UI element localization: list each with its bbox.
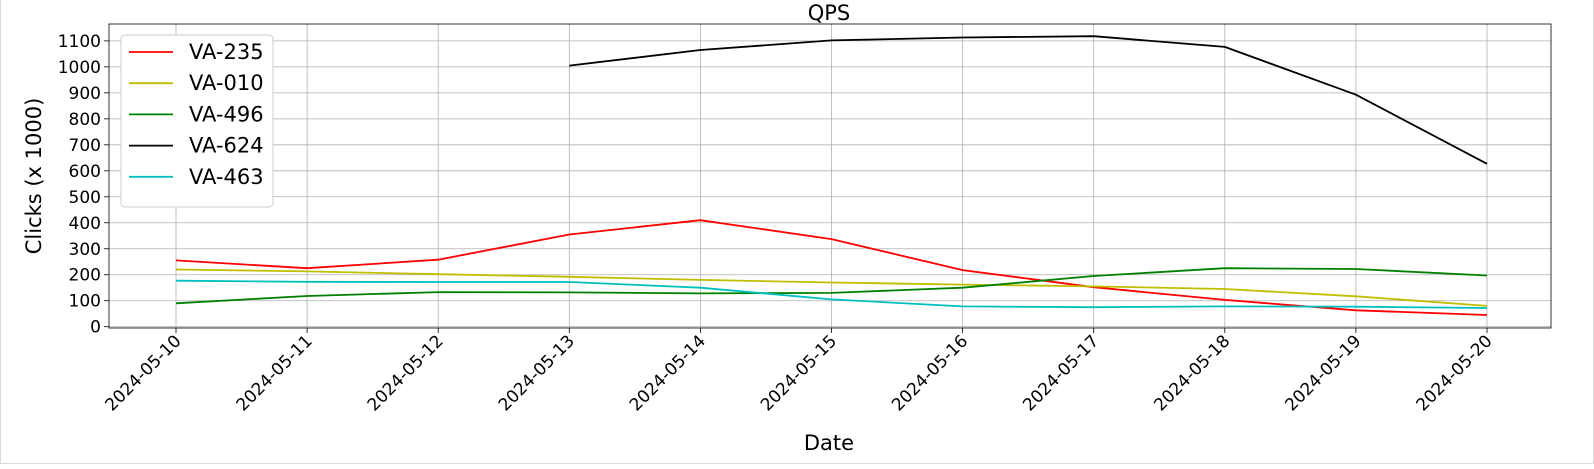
- legend-label: VA-010: [189, 71, 264, 95]
- y-tick-label: 200: [69, 266, 101, 286]
- y-tick-label: 300: [69, 240, 101, 260]
- y-tick-label: 700: [69, 136, 101, 156]
- series-line-va-496: [175, 267, 1488, 305]
- y-tick-label: 1000: [58, 58, 101, 78]
- legend-label: VA-235: [189, 40, 264, 64]
- y-axis-label: Clicks (x 1000): [22, 98, 46, 255]
- x-tick-label: 2024-05-16: [888, 331, 972, 415]
- series-line-va-624: [569, 35, 1488, 165]
- plot-area-frame: [108, 23, 1552, 329]
- legend-label: VA-624: [189, 134, 264, 158]
- x-tick-label: 2024-05-19: [1281, 331, 1365, 415]
- chart-title: QPS: [808, 1, 851, 25]
- y-tick-label: 600: [69, 162, 101, 182]
- series-line-va-463: [175, 279, 1488, 309]
- y-tick-label: 800: [69, 110, 101, 130]
- x-tick-label: 2024-05-14: [626, 331, 710, 415]
- x-axis-label: Date: [804, 431, 854, 455]
- y-tick-label: 0: [90, 318, 101, 338]
- series-line-va-235: [175, 219, 1488, 316]
- x-tick-label: 2024-05-12: [364, 331, 448, 415]
- y-tick-label: 1100: [58, 32, 101, 52]
- y-tick-label: 900: [69, 84, 101, 104]
- y-tick-label: 400: [69, 214, 101, 234]
- x-tick-label: 2024-05-11: [233, 331, 317, 415]
- legend-box: [120, 34, 274, 208]
- series-layer: [175, 35, 1488, 316]
- y-tick-label: 100: [69, 292, 101, 312]
- x-tick-label: 2024-05-20: [1413, 331, 1497, 415]
- y-tick-label: 500: [69, 188, 101, 208]
- x-tick-label: 2024-05-10: [102, 331, 186, 415]
- x-tick-label: 2024-05-15: [757, 331, 841, 415]
- legend-label: VA-496: [189, 102, 264, 126]
- ticks-layer: 0 100 200 300 400 500 600 700 800 900 1000 1100 2024…: [58, 32, 1497, 416]
- x-tick-label: 2024-05-18: [1150, 331, 1234, 415]
- legend-label: VA-463: [189, 165, 264, 189]
- series-line-va-010: [175, 268, 1488, 307]
- x-tick-label: 2024-05-17: [1019, 331, 1103, 415]
- legend: VA-235 VA-010 VA-496 VA-624 VA-463: [120, 34, 274, 208]
- x-tick-label: 2024-05-13: [495, 331, 579, 415]
